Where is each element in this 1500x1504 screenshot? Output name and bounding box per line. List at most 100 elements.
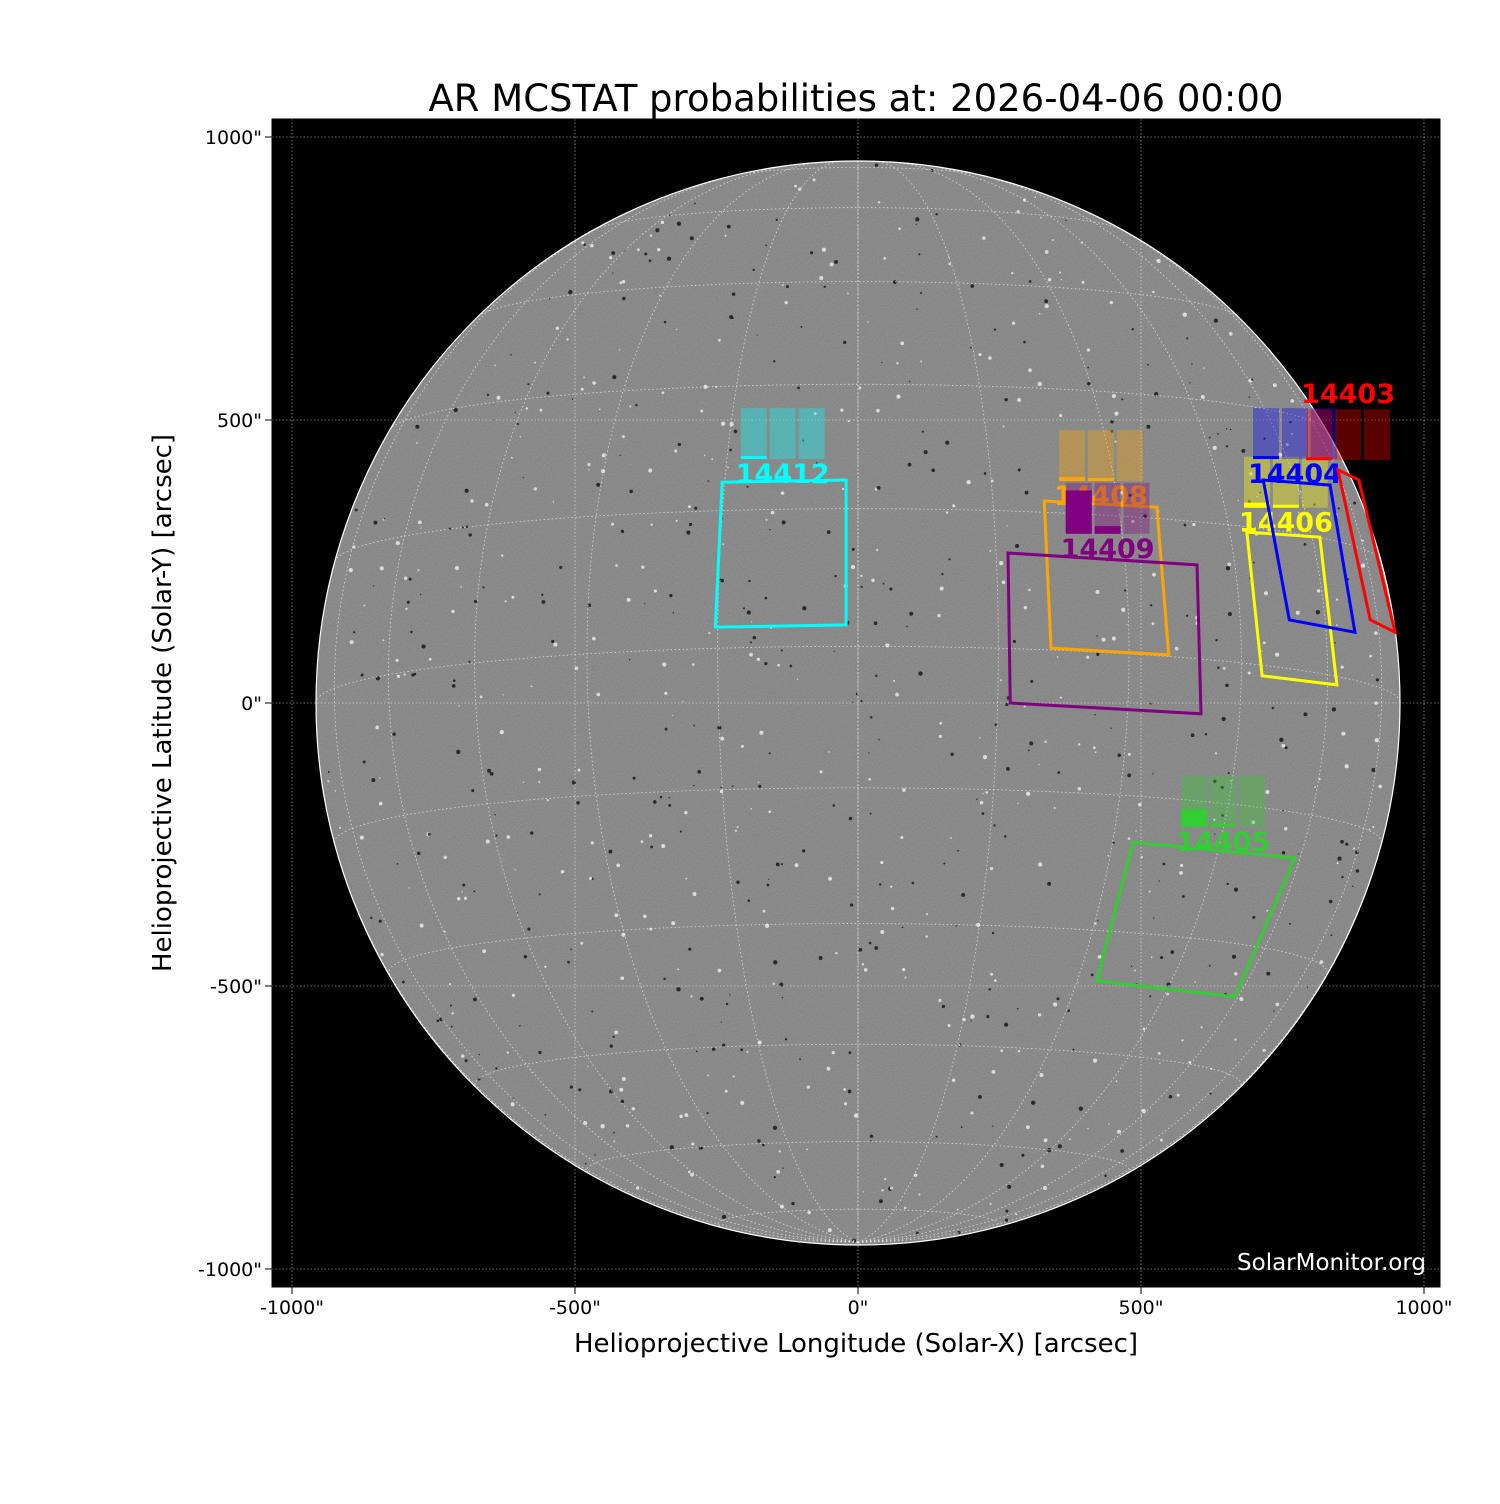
magnetic-speckle (796, 678, 799, 680)
magnetic-speckle (470, 499, 474, 503)
magnetic-speckle (874, 946, 879, 950)
magnetic-speckle (1126, 623, 1128, 626)
magnetic-speckle (935, 213, 938, 216)
magnetic-speckle (1352, 847, 1356, 850)
y-tick-label: 1000" (205, 127, 262, 149)
magnetic-speckle (1334, 642, 1336, 644)
magnetic-speckle (989, 1202, 992, 1205)
magnetic-speckle (853, 1113, 859, 1118)
magnetic-speckle (1179, 870, 1183, 875)
magnetic-speckle (621, 932, 626, 937)
magnetic-speckle (860, 574, 863, 578)
magnetic-speckle (676, 221, 682, 226)
magnetic-speckle (360, 673, 364, 677)
magnetic-speckle (1110, 420, 1114, 424)
magnetic-speckle (718, 338, 721, 342)
magnetic-speckle (993, 824, 996, 827)
magnetic-speckle (957, 1230, 961, 1235)
magnetic-speckle (353, 631, 356, 634)
magnetic-speckle (495, 834, 498, 837)
y-axis-label: Helioprojective Latitude (Solar-Y) [arcs… (148, 434, 178, 972)
magnetic-speckle (1037, 1013, 1042, 1017)
parallel-line (474, 1043, 1242, 1089)
magnetic-speckle (1006, 766, 1010, 771)
magnetic-speckle (729, 994, 731, 996)
magnetic-speckle (590, 841, 594, 845)
magnetic-speckle (395, 541, 400, 546)
magnetic-speckle (413, 672, 417, 676)
magnetic-speckle (460, 1054, 465, 1058)
magnetic-speckle (461, 891, 463, 893)
magnetic-speckle (711, 1047, 716, 1051)
magnetic-speckle (1266, 909, 1269, 912)
magnetic-speckle (1110, 727, 1112, 729)
magnetic-speckle (740, 1100, 745, 1105)
magnetic-speckle (1024, 490, 1029, 495)
magnetic-speckle (1231, 954, 1237, 959)
magnetic-speckle (999, 1163, 1004, 1167)
magnetic-speckle (833, 650, 835, 653)
magnetic-speckle (691, 1142, 695, 1146)
magnetic-speckle (750, 807, 753, 810)
magnetic-speckle (1110, 429, 1114, 433)
magnetic-speckle (664, 727, 668, 731)
magnetic-speckle (781, 284, 784, 286)
magnetic-speckle (375, 725, 379, 730)
magnetic-speckle (740, 744, 744, 748)
magnetic-speckle (1284, 827, 1288, 831)
magnetic-speckle (649, 234, 653, 237)
magnetic-speckle (648, 468, 653, 473)
magnetic-speckle (913, 1173, 918, 1178)
magnetic-speckle (1328, 899, 1333, 904)
magnetic-speckle (693, 784, 695, 787)
magnetic-speckle (1295, 610, 1300, 615)
magnetic-speckle (765, 244, 767, 247)
magnetic-speckle (1191, 363, 1193, 365)
magnetic-speckle (915, 1231, 919, 1235)
magnetic-speckle (580, 387, 584, 391)
magnetic-speckle (694, 506, 698, 510)
magnetic-speckle (1239, 996, 1244, 1002)
magnetic-speckle (1230, 780, 1232, 782)
magnetic-speckle (921, 430, 924, 433)
magnetic-speckle (982, 792, 984, 795)
region-label: 14412 (736, 459, 830, 490)
magnetic-speckle (734, 829, 737, 832)
magnetic-speckle (904, 1206, 907, 1210)
magnetic-speckle (453, 407, 458, 413)
magnetic-speckle (538, 893, 541, 896)
magnetic-speckle (684, 1113, 689, 1117)
magnetic-speckle (1067, 1009, 1070, 1013)
magnetic-speckle (662, 662, 667, 667)
magnetic-speckle (1065, 219, 1067, 222)
magnetic-speckle (732, 1075, 735, 1078)
magnetic-speckle (395, 658, 399, 662)
region-label: 14406 (1239, 508, 1333, 539)
magnetic-speckle (1147, 363, 1149, 366)
magnetic-speckle (843, 340, 847, 344)
magnetic-speckle (983, 472, 987, 475)
magnetic-speckle (869, 1134, 874, 1138)
magnetic-speckle (1249, 472, 1253, 476)
magnetic-speckle (450, 1025, 453, 1028)
magnetic-speckle (478, 1053, 480, 1056)
magnetic-speckle (699, 996, 704, 1001)
magnetic-speckle (1112, 841, 1115, 844)
magnetic-speckle (1297, 522, 1301, 526)
magnetic-speckle (970, 1020, 972, 1022)
magnetic-speckle (966, 479, 971, 485)
magnetic-speckle (1101, 637, 1106, 642)
magnetic-speckle (794, 184, 797, 188)
magnetic-speckle (948, 262, 952, 266)
magnetic-speckle (978, 352, 982, 357)
magnetic-speckle (559, 565, 563, 569)
magnetic-speckle (1097, 955, 1102, 959)
magnetic-speckle (885, 643, 890, 648)
magnetic-speckle (460, 586, 463, 588)
magnetic-speckle (468, 660, 471, 663)
magnetic-speckle (1044, 740, 1047, 744)
magnetic-speckle (629, 489, 633, 494)
magnetic-speckle (635, 1186, 640, 1190)
magnetic-speckle (1128, 493, 1132, 497)
magnetic-speckle (700, 409, 704, 413)
